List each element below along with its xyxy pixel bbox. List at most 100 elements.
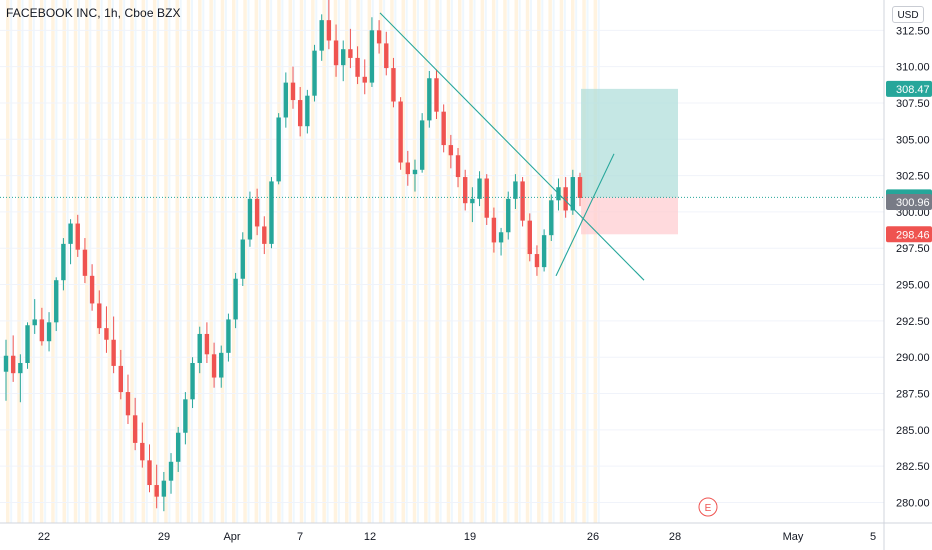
session-band xyxy=(179,0,182,523)
session-band xyxy=(145,0,148,523)
x-tick-label: Apr xyxy=(223,531,240,543)
candle-body xyxy=(398,101,403,163)
trendlines[interactable] xyxy=(379,12,645,281)
candle-body xyxy=(147,460,152,486)
candle-body xyxy=(484,178,489,218)
session-band xyxy=(518,0,521,523)
candle-body xyxy=(319,20,324,51)
y-tick-label: 280.00 xyxy=(896,497,930,509)
y-tick-label: 290.00 xyxy=(896,352,930,364)
candle-body xyxy=(290,82,296,101)
session-band xyxy=(191,0,193,523)
premarket-band xyxy=(491,0,496,523)
session-band xyxy=(383,0,386,523)
candle-body xyxy=(341,49,346,66)
candle-body xyxy=(111,339,116,366)
session-band xyxy=(484,0,487,523)
candle-body xyxy=(183,399,188,433)
y-tick-label: 302.50 xyxy=(896,171,930,183)
premarket-band xyxy=(277,0,281,523)
candle-body xyxy=(283,82,289,118)
candle-body xyxy=(520,181,525,221)
session-band xyxy=(552,0,555,523)
candle-body xyxy=(89,275,95,304)
premarket-band xyxy=(390,0,394,523)
candle-body xyxy=(197,333,202,364)
price-axis[interactable]: 280.00 282.50 285.00 287.50 290.00 292.50 295.… xyxy=(896,25,930,509)
price-tag-bg xyxy=(886,193,932,210)
x-tick-label: 12 xyxy=(364,531,376,543)
premarket-band xyxy=(119,0,123,523)
premarket-band xyxy=(480,0,485,523)
session-band xyxy=(21,0,24,523)
candle-body xyxy=(204,333,210,355)
session-band xyxy=(371,0,374,523)
y-tick-label: 287.50 xyxy=(896,389,930,401)
session-band xyxy=(66,0,69,523)
premarket-band xyxy=(582,0,586,523)
candle-body xyxy=(211,354,217,378)
candle-body xyxy=(132,415,138,443)
candle-body xyxy=(362,76,367,83)
candle-body xyxy=(262,226,267,244)
candle-body xyxy=(68,223,73,244)
premarket-band xyxy=(446,0,451,523)
premarket-band xyxy=(401,0,405,523)
session-band xyxy=(111,0,114,523)
currency-button[interactable]: USD xyxy=(892,6,924,23)
premarket-band xyxy=(39,0,44,523)
session-band xyxy=(213,0,216,523)
premarket-band xyxy=(435,0,439,523)
premarket-band xyxy=(209,0,213,523)
session-band xyxy=(496,0,499,523)
session-band xyxy=(44,0,47,523)
session-band xyxy=(417,0,419,523)
candle-body xyxy=(384,43,389,69)
session-band xyxy=(281,0,284,523)
candle-body xyxy=(3,355,9,372)
candle-body xyxy=(477,178,482,199)
candle-body xyxy=(312,50,317,96)
y-tick-label: 310.00 xyxy=(896,62,930,74)
y-tick-label: 307.50 xyxy=(896,98,930,110)
premarket-band xyxy=(17,0,21,523)
session-band xyxy=(270,0,273,523)
earnings-label: E xyxy=(705,503,712,514)
session-band xyxy=(337,0,340,523)
chart-title: FACEBOOK INC, 1h, Cboe BZX xyxy=(6,6,181,20)
candle-body xyxy=(527,220,532,255)
session-band xyxy=(55,0,58,523)
x-tick-label: 19 xyxy=(464,531,476,543)
candle-body xyxy=(563,187,568,211)
candle-body xyxy=(541,235,547,268)
y-tick-label: 305.00 xyxy=(896,134,930,146)
premarket-band xyxy=(130,0,134,523)
candle-body xyxy=(455,155,461,178)
candle-body xyxy=(39,319,45,342)
candle-body xyxy=(376,30,382,44)
session-band xyxy=(462,0,465,523)
candle-body xyxy=(269,181,274,244)
session-band xyxy=(10,0,13,523)
session-band xyxy=(292,0,295,523)
candle-body xyxy=(75,223,80,250)
session-band xyxy=(473,0,476,523)
candle-body xyxy=(46,322,52,342)
y-tick-label: 282.50 xyxy=(896,461,930,473)
x-tick-label: 7 xyxy=(297,531,303,543)
y-tick-label: 297.50 xyxy=(896,243,930,255)
session-band xyxy=(575,0,578,523)
premarket-band xyxy=(141,0,146,523)
earnings-marker[interactable]: E xyxy=(698,497,718,517)
candle-body xyxy=(82,249,88,276)
premarket-band xyxy=(73,0,78,523)
time-axis[interactable]: 22 29 Apr 7 12 19 26 28 May 5 xyxy=(38,531,876,543)
candle-body xyxy=(391,68,396,102)
session-band xyxy=(326,0,329,523)
candle-body xyxy=(118,365,123,393)
session-band xyxy=(247,0,250,523)
premarket-band xyxy=(175,0,179,523)
